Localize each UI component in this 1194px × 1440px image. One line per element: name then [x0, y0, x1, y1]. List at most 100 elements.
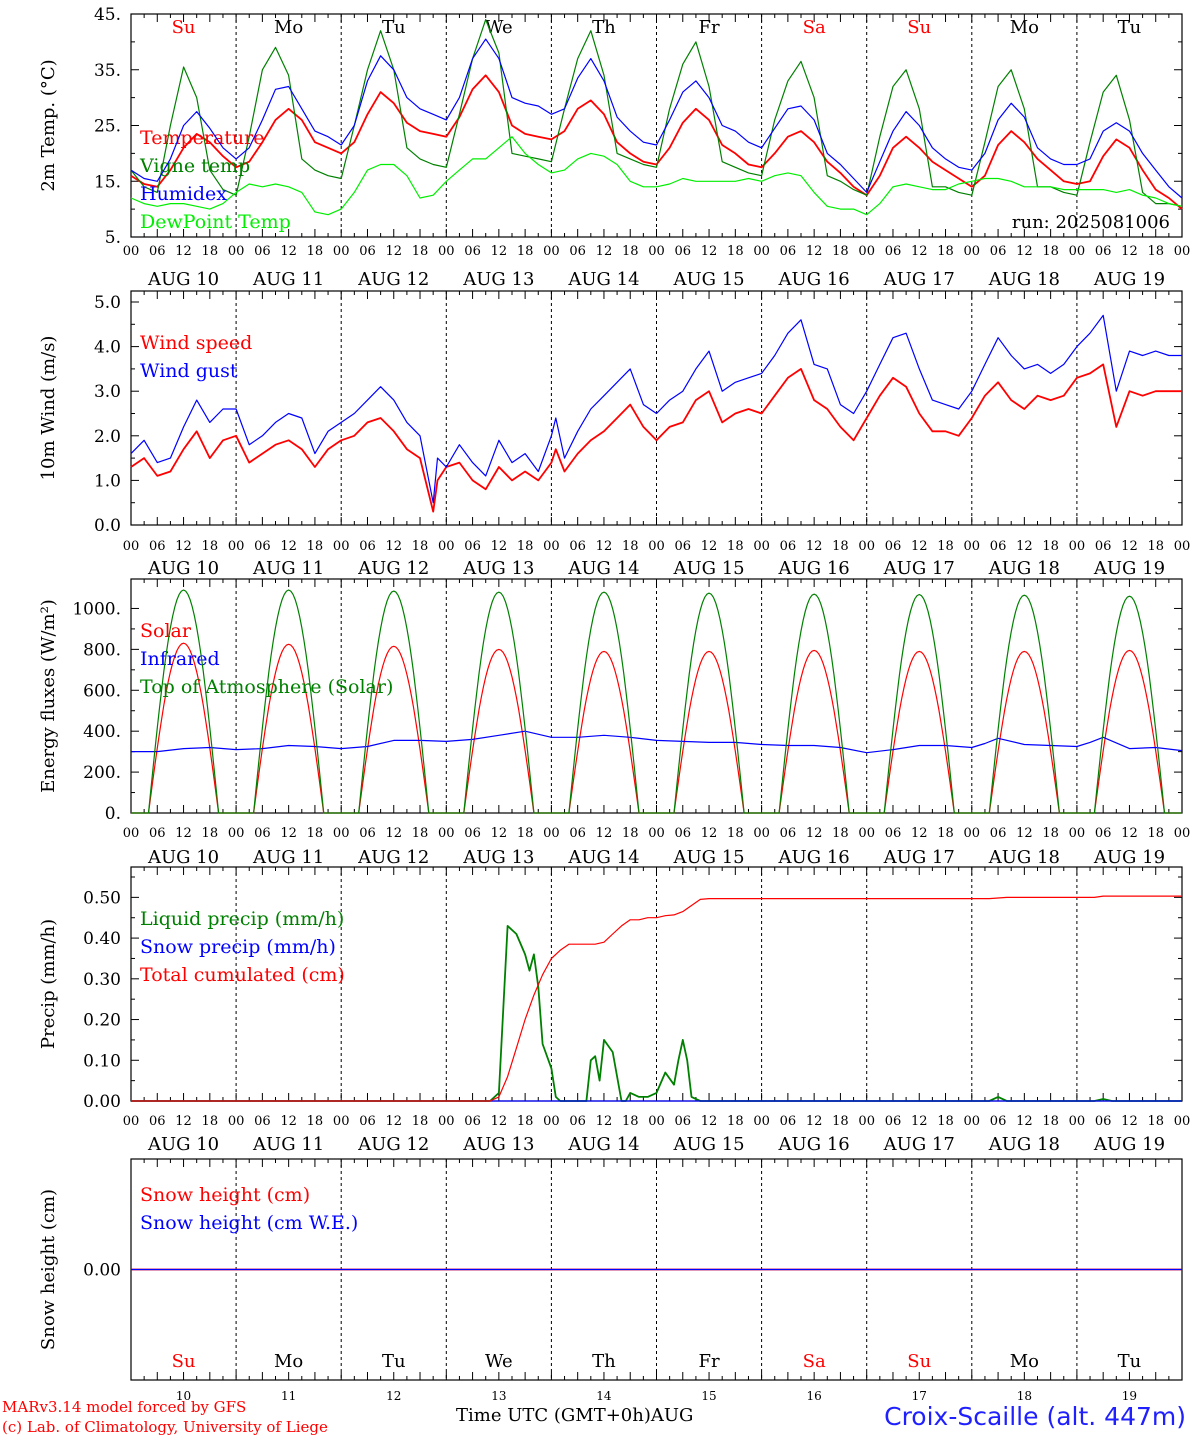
hour-tick-label: 18	[517, 1114, 534, 1129]
date-label: AUG 14	[567, 1134, 639, 1155]
hour-tick-label: 18	[517, 826, 534, 841]
hour-tick-label: 12	[1016, 539, 1033, 554]
date-label: AUG 11	[252, 847, 324, 868]
hour-tick-label: 18	[1042, 826, 1059, 841]
panel-frame	[130, 13, 1183, 238]
hour-tick-label: 18	[412, 1114, 429, 1129]
legend-entry: DewPoint Temp	[140, 211, 291, 233]
hour-tick-label: 18	[832, 826, 849, 841]
hour-tick-label: 18	[1042, 244, 1059, 259]
hour-tick-label: 12	[491, 826, 508, 841]
legend-entry: Temperature	[140, 127, 264, 149]
y-tick-label: 4.0	[94, 338, 121, 358]
weekday-label: Sa	[803, 17, 826, 38]
hour-tick-label: 18	[832, 539, 849, 554]
run-label: run: 2025081006	[1012, 212, 1170, 233]
hour-tick-label: 06	[359, 1114, 376, 1129]
y-tick-label: 5.0	[94, 293, 121, 313]
date-label: AUG 13	[462, 847, 534, 868]
legend-entry: Humidex	[140, 183, 227, 205]
legend-entry: Top of Atmosphere (Solar)	[140, 676, 393, 698]
hour-tick-label: 06	[569, 1114, 586, 1129]
hour-tick-label: 12	[280, 539, 297, 554]
hour-tick-label: 06	[569, 826, 586, 841]
y-axis-title: Precip (mm/h)	[38, 919, 59, 1049]
legend-entry: Vigne temp	[139, 155, 250, 177]
y-axis-title: Snow height (cm)	[38, 1189, 59, 1350]
date-label: AUG 15	[672, 269, 744, 290]
hour-tick-label: 00	[1069, 826, 1086, 841]
hour-tick-label: 18	[727, 826, 744, 841]
hour-tick-label: 06	[149, 1114, 166, 1129]
hour-tick-label: 18	[622, 1114, 639, 1129]
hour-tick-label: 06	[990, 826, 1007, 841]
series-line-top-of-atmosphere-solar	[131, 589, 1182, 814]
hour-tick-label: 00	[438, 539, 455, 554]
y-axis-title: 2m Temp. (°C)	[38, 59, 59, 191]
hour-tick-label: 00	[543, 826, 560, 841]
hour-tick-label: 06	[885, 1114, 902, 1129]
legend-entry: Wind gust	[140, 360, 238, 382]
y-tick-label: 5.	[105, 228, 121, 248]
date-label: AUG 18	[988, 269, 1060, 290]
hour-tick-label: 06	[149, 539, 166, 554]
hour-tick-label: 12	[175, 1114, 192, 1129]
legend-entry: Infrared	[140, 648, 220, 670]
time-axis-month: AUG	[650, 1405, 694, 1426]
hour-tick-label: 00	[753, 826, 770, 841]
hour-tick-label: 12	[911, 539, 928, 554]
copyright-credit: (c) Lab. of Climatology, University of L…	[2, 1418, 328, 1436]
hour-tick-label: 12	[491, 244, 508, 259]
hour-tick-label: 18	[307, 539, 324, 554]
date-label: AUG 19	[1093, 269, 1165, 290]
y-tick-label: 800.	[83, 640, 121, 660]
weekday-label: Th	[592, 1351, 616, 1372]
hour-tick-label: 18	[517, 539, 534, 554]
hour-tick-label: 18	[622, 539, 639, 554]
hour-tick-label: 06	[359, 539, 376, 554]
y-tick-label: 600.	[83, 681, 121, 701]
series-line-solar	[131, 642, 1182, 814]
hour-tick-label: 06	[464, 539, 481, 554]
date-label: AUG 12	[357, 847, 429, 868]
hour-tick-label: 00	[1174, 244, 1191, 259]
y-tick-label: 45.	[94, 5, 121, 25]
day-number-label: 18	[1017, 1389, 1032, 1403]
hour-tick-label: 00	[333, 539, 350, 554]
y-tick-label: 1000.	[72, 599, 121, 619]
weekday-label: We	[485, 17, 513, 38]
hour-tick-label: 00	[753, 244, 770, 259]
hour-tick-label: 00	[858, 1114, 875, 1129]
hour-tick-label: 00	[648, 539, 665, 554]
hour-tick-label: 18	[1147, 244, 1164, 259]
hour-tick-label: 00	[333, 826, 350, 841]
hour-tick-label: 06	[464, 244, 481, 259]
series-line-dewpoint-temp	[130, 136, 1183, 216]
y-tick-label: 0.30	[83, 970, 121, 990]
date-label: AUG 15	[672, 847, 744, 868]
hour-tick-label: 18	[727, 539, 744, 554]
day-number-label: 16	[807, 1389, 822, 1403]
day-number-label: 14	[596, 1389, 612, 1403]
hour-tick-label: 12	[280, 244, 297, 259]
hour-tick-label: 18	[1147, 1114, 1164, 1129]
hour-tick-label: 12	[1121, 244, 1138, 259]
date-label: AUG 10	[147, 558, 219, 579]
hour-tick-label: 00	[123, 1114, 140, 1129]
hour-tick-label: 12	[806, 244, 823, 259]
hour-tick-label: 06	[464, 1114, 481, 1129]
model-credit: MARv3.14 model forced by GFS	[2, 1398, 247, 1416]
hour-tick-label: 00	[543, 539, 560, 554]
y-tick-label: 0.20	[83, 1011, 121, 1031]
hour-tick-label: 00	[1174, 826, 1191, 841]
station-name: Croix-Scaille (alt. 447m)	[884, 1402, 1186, 1431]
hour-tick-label: 12	[175, 826, 192, 841]
date-label: AUG 16	[778, 558, 850, 579]
legend-entry: Liquid precip (mm/h)	[140, 908, 344, 930]
hour-tick-label: 06	[359, 826, 376, 841]
series-line-total-cumulated-cm	[131, 895, 1182, 1102]
hour-tick-label: 12	[1016, 826, 1033, 841]
hour-tick-label: 18	[937, 1114, 954, 1129]
series-line-wind-gust	[130, 314, 1182, 504]
